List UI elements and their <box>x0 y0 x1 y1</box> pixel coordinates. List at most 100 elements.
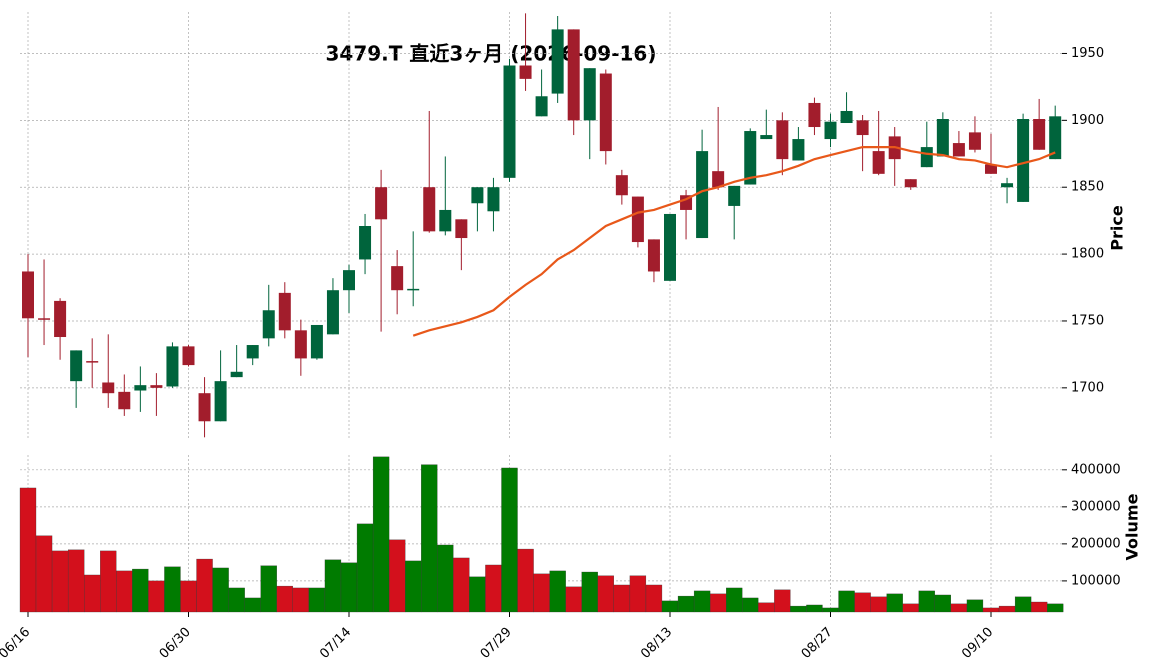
candle-body <box>792 139 805 161</box>
y-tick-label: 300000 <box>1071 499 1121 514</box>
volume-bar <box>485 564 502 613</box>
volume-bar <box>629 575 647 613</box>
volume-bar <box>854 592 871 613</box>
volume-bar <box>372 456 390 613</box>
volume-bar <box>148 580 165 613</box>
volume-bar <box>565 586 582 613</box>
candle-body <box>824 121 837 140</box>
moving-average-line <box>412 145 1056 337</box>
volume-bar <box>613 584 630 613</box>
candle-body <box>583 68 596 121</box>
candle-body <box>1001 183 1014 188</box>
y-tick-label: 400000 <box>1071 462 1121 477</box>
volume-bar <box>533 573 550 613</box>
volume-bar <box>581 571 598 613</box>
volume-bar <box>966 599 984 613</box>
volume-bar <box>710 593 727 613</box>
candle-body <box>856 120 869 136</box>
volume-bar <box>1014 596 1032 613</box>
y-tick-label: 1850 <box>1071 180 1104 195</box>
candle-body <box>343 270 355 291</box>
volume-bar <box>870 596 887 613</box>
volume-bar <box>340 562 358 613</box>
chart-title: 3479.T 直近3ヶ月 (2026-09-16) <box>326 42 657 66</box>
candle-body <box>326 290 339 335</box>
volume-bar <box>742 597 759 613</box>
volume-bar <box>822 607 839 613</box>
volume-bar <box>774 589 791 613</box>
candle-body <box>471 187 484 204</box>
x-tick-label: 06/16 <box>0 625 33 662</box>
volume-bar <box>19 487 37 613</box>
volume-bar <box>244 597 261 613</box>
volume-bar <box>51 550 69 613</box>
volume-bar <box>501 467 518 613</box>
candle-body <box>38 318 51 320</box>
volume-bar <box>260 565 277 613</box>
candle-body <box>503 65 516 178</box>
candle-body <box>182 346 195 366</box>
candle-body <box>310 324 323 359</box>
volume-bar <box>212 567 229 613</box>
volume-bar <box>517 548 534 613</box>
candle-body <box>952 143 965 157</box>
volume-bar <box>84 574 101 613</box>
candle-body <box>840 110 853 124</box>
candle-body <box>535 96 548 117</box>
candle-body <box>54 300 67 338</box>
volume-bar <box>597 575 614 613</box>
candle-body <box>872 151 885 174</box>
candle-body <box>728 185 741 206</box>
volume-bar <box>437 544 454 613</box>
y-tick-label: 1750 <box>1071 313 1104 328</box>
volume-bar <box>228 587 245 613</box>
candle-body <box>1049 116 1062 160</box>
candle-body <box>70 350 83 382</box>
candle-body <box>407 288 420 291</box>
candle-body <box>102 382 115 394</box>
candle-body <box>487 187 500 212</box>
candle-body <box>375 187 388 220</box>
candle-body <box>920 147 933 168</box>
candle-body <box>246 345 259 359</box>
x-tick-label: 07/14 <box>317 625 354 662</box>
candle-body <box>118 391 131 410</box>
candle-body <box>230 371 243 378</box>
candle-body <box>647 239 660 272</box>
volume-bar <box>388 539 406 613</box>
volume-bar <box>453 557 470 613</box>
volume-bar <box>982 607 1000 613</box>
candle-body <box>599 73 612 152</box>
y-axis-label: Price <box>1108 205 1127 251</box>
volume-bar <box>421 464 438 613</box>
volume-bar <box>405 560 422 613</box>
candle-body <box>567 29 580 121</box>
candle-body <box>968 132 981 150</box>
volume-bar <box>790 605 807 613</box>
volume-bar <box>886 593 903 613</box>
volume-bar <box>918 590 935 613</box>
volume-bar <box>1031 601 1048 613</box>
volume-bar <box>292 587 310 613</box>
candle-body <box>391 266 404 291</box>
x-tick-label: 08/13 <box>638 625 675 662</box>
candle-body <box>134 385 147 391</box>
volume-bar <box>469 576 486 613</box>
volume-bar <box>180 580 197 613</box>
volume-bar <box>116 570 133 613</box>
volume-bar <box>68 549 85 613</box>
candle-body <box>198 393 211 422</box>
volume-bar <box>758 602 775 613</box>
candle-body <box>278 292 291 331</box>
volume-bar <box>950 603 968 613</box>
volume-bar <box>806 604 823 613</box>
candle-body <box>86 361 99 363</box>
volume-bar <box>726 587 743 613</box>
volume-bar <box>645 584 663 613</box>
candle-body <box>22 271 34 319</box>
candle-body <box>664 213 676 281</box>
y-tick-label: 200000 <box>1071 536 1121 551</box>
candle-body <box>551 29 564 94</box>
volume-bar <box>661 600 679 613</box>
